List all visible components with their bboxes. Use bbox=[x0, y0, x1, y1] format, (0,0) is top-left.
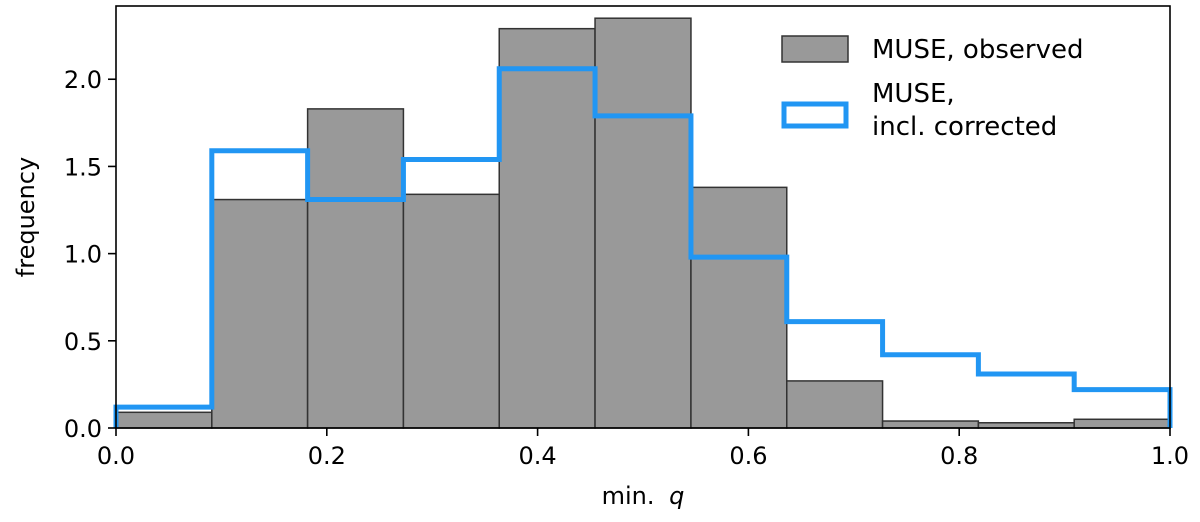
observed-bar-1 bbox=[211, 198, 309, 429]
observed-bar-5 bbox=[594, 17, 692, 429]
observed-bar-4 bbox=[498, 27, 596, 429]
x-tick-label: 0.2 bbox=[308, 442, 346, 470]
x-tick-label: 1.0 bbox=[1151, 442, 1189, 470]
y-axis-ticks: 0.0 0.5 1.0 1.5 2.0 bbox=[64, 66, 116, 443]
y-tick-label: 0.0 bbox=[64, 415, 102, 443]
observed-bar-8 bbox=[881, 420, 980, 429]
observed-bar-7 bbox=[786, 380, 884, 429]
y-tick-label: 1.5 bbox=[64, 153, 102, 181]
observed-bar-10 bbox=[1073, 418, 1171, 429]
observed-bar-0 bbox=[115, 411, 213, 429]
plot-frame bbox=[115, 5, 1171, 429]
y-tick-label: 0.5 bbox=[64, 328, 102, 356]
y-tick-label: 2.0 bbox=[64, 66, 102, 94]
legend-swatch-observed bbox=[781, 35, 849, 63]
y-axis-label: frequency bbox=[12, 157, 40, 277]
x-axis-label-variable: q bbox=[669, 482, 684, 510]
x-tick-label: 0.8 bbox=[940, 442, 978, 470]
x-axis-ticks: 0.0 0.2 0.4 0.6 0.8 1.0 bbox=[97, 428, 1189, 470]
observed-bar-6 bbox=[690, 186, 788, 429]
legend-swatch-corrected bbox=[781, 101, 849, 129]
legend: MUSE, observed MUSE, incl. corrected bbox=[781, 35, 1083, 142]
y-tick-label: 1.0 bbox=[64, 241, 102, 269]
observed-bars-group bbox=[115, 17, 1171, 429]
x-axis-label: min. q bbox=[602, 482, 685, 510]
observed-bar-2 bbox=[306, 108, 405, 429]
observed-bar-3 bbox=[402, 193, 500, 429]
legend-label-observed: MUSE, observed bbox=[872, 35, 1083, 65]
corrected-step-line bbox=[113, 66, 1173, 428]
x-tick-label: 0.0 bbox=[97, 442, 135, 470]
x-axis-label-text: min. bbox=[602, 482, 655, 510]
x-tick-label: 0.4 bbox=[519, 442, 557, 470]
x-tick-label: 0.6 bbox=[729, 442, 767, 470]
legend-label-corrected: MUSE, incl. corrected bbox=[872, 79, 1057, 142]
